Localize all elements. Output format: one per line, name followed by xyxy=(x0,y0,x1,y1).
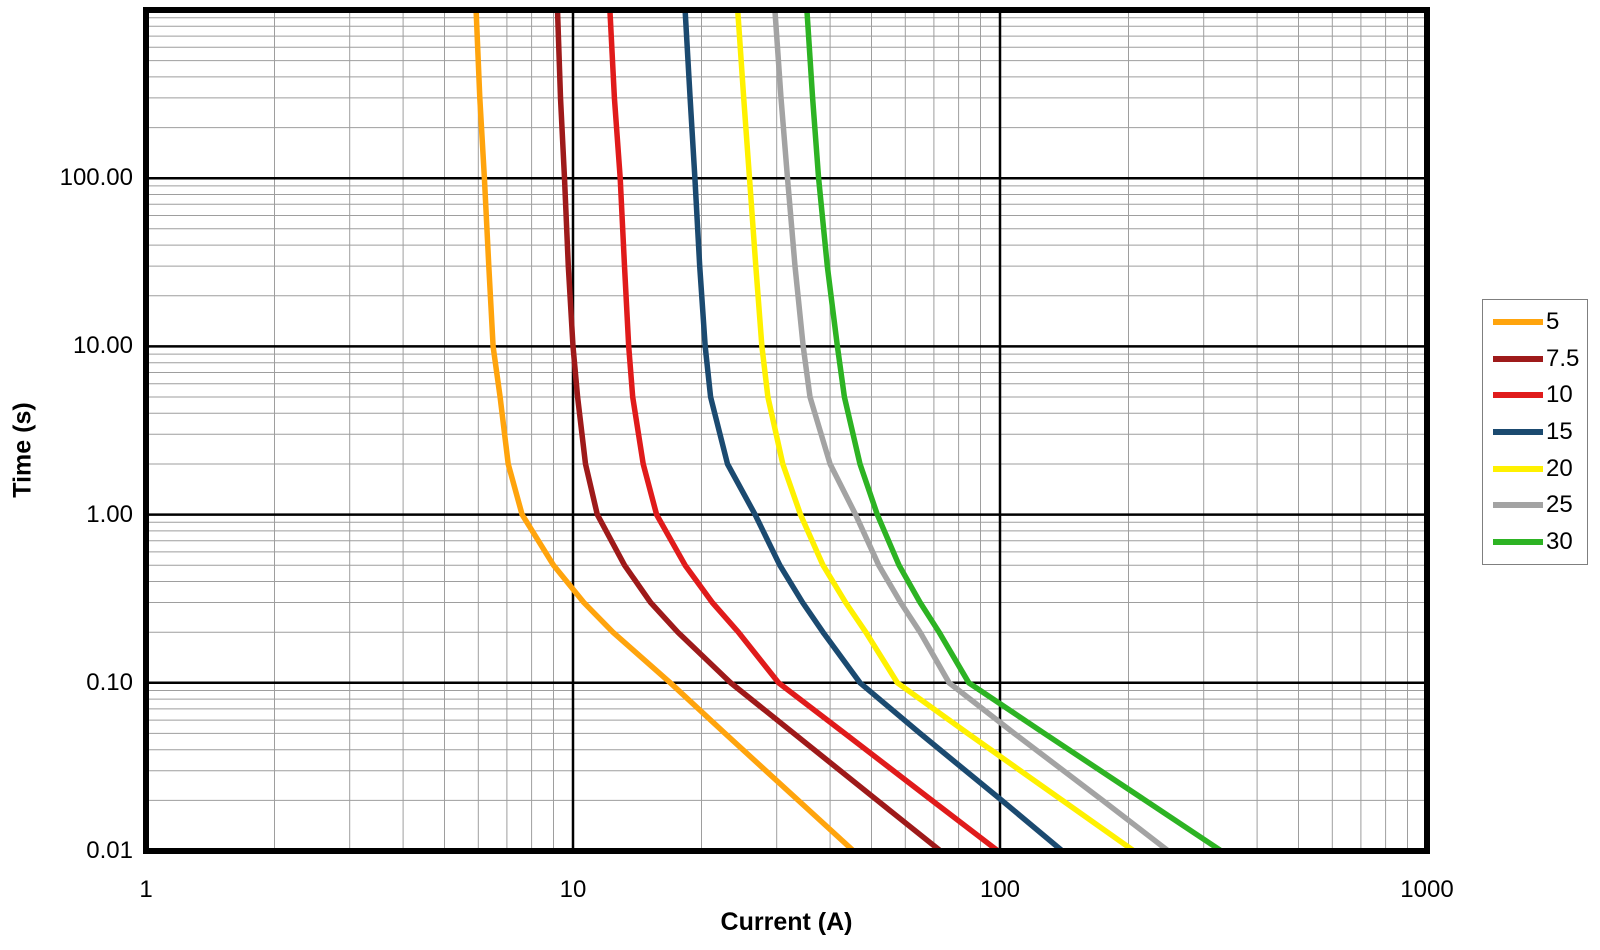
legend-entry: 25 xyxy=(1493,493,1587,517)
y-tick-label: 100.00 xyxy=(59,164,133,192)
curve-5 xyxy=(473,9,856,854)
legend-swatch-icon xyxy=(1493,428,1543,435)
curve-15 xyxy=(682,9,1065,854)
legend-entry: 7.5 xyxy=(1493,344,1587,372)
legend-label: 5 xyxy=(1546,308,1560,336)
y-tick-label: 1.00 xyxy=(86,500,133,528)
legend-swatch-icon xyxy=(1493,465,1543,472)
legend-entry: 10 xyxy=(1493,383,1587,407)
y-axis-title: Time (s) xyxy=(8,402,37,498)
legend-entry: 20 xyxy=(1493,454,1587,482)
legend-swatch-icon xyxy=(1493,538,1543,545)
curves xyxy=(473,9,1223,854)
legend-label: 20 xyxy=(1546,454,1573,482)
curve-25 xyxy=(772,9,1171,854)
legend: 5 7.5 10 15 20 25 30 xyxy=(1482,299,1588,565)
legend-swatch-icon xyxy=(1493,502,1543,509)
x-tick-label: 1000 xyxy=(1400,876,1454,903)
legend-swatch-icon xyxy=(1493,392,1543,399)
plot-border xyxy=(143,7,1430,854)
x-axis-title: Current (A) xyxy=(720,908,853,936)
legend-label: 25 xyxy=(1546,491,1573,519)
legend-label: 10 xyxy=(1546,381,1573,409)
legend-entry: 5 xyxy=(1493,310,1587,334)
legend-label: 15 xyxy=(1546,417,1573,445)
legend-entry: 30 xyxy=(1493,527,1587,555)
curve-7-5 xyxy=(554,9,943,854)
y-tick-label: 0.10 xyxy=(86,668,133,696)
y-tick-label: 10.00 xyxy=(72,332,133,360)
grid-major xyxy=(146,10,1427,851)
curve-10 xyxy=(607,9,1000,854)
y-tick-label: 0.01 xyxy=(86,837,133,864)
legend-swatch-icon xyxy=(1493,355,1543,362)
x-tick-label: 1 xyxy=(139,876,153,903)
curve-30 xyxy=(804,9,1223,854)
legend-entry: 15 xyxy=(1493,417,1587,445)
curve-20 xyxy=(734,9,1136,854)
legend-swatch-icon xyxy=(1493,319,1543,326)
legend-label: 7.5 xyxy=(1546,344,1580,372)
grid-minor xyxy=(146,10,1427,851)
x-tick-label: 10 xyxy=(559,876,587,903)
x-tick-label: 100 xyxy=(979,876,1021,903)
legend-label: 30 xyxy=(1546,527,1573,555)
